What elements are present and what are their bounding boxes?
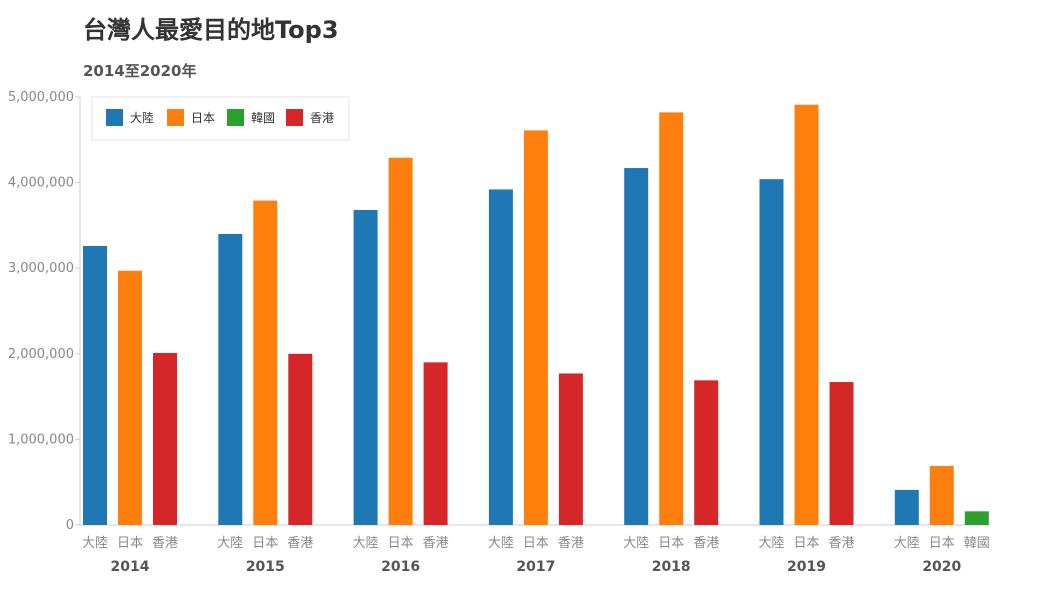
y-tick-label: 0	[66, 518, 74, 533]
category-label: 大陸	[82, 535, 108, 551]
bar-2016-日本	[388, 157, 413, 525]
bar-2020-大陸	[894, 489, 919, 525]
year-label: 2017	[516, 559, 555, 575]
y-tick-label: 3,000,000	[8, 261, 74, 276]
chart-title: 台灣人最愛目的地Top3	[83, 16, 339, 44]
legend-label: 韓國	[251, 111, 275, 125]
bar-2014-香港	[153, 352, 177, 525]
legend-swatch-香港	[286, 109, 303, 126]
legend-box	[91, 96, 350, 141]
y-tick-label: 4,000,000	[8, 176, 74, 191]
bar-2019-日本	[794, 104, 819, 525]
bar-2017-日本	[523, 130, 548, 525]
bar-2018-香港	[694, 380, 719, 525]
bar-2015-大陸	[218, 233, 243, 525]
category-label: 日本	[117, 536, 143, 551]
bar-2018-日本	[659, 112, 684, 526]
bar-2020-日本	[929, 465, 954, 525]
legend-swatch-日本	[167, 109, 184, 126]
bar-2019-香港	[829, 382, 854, 525]
year-label: 2020	[922, 559, 961, 575]
year-label: 2015	[246, 559, 285, 575]
category-label: 日本	[929, 536, 955, 551]
legend-label: 大陸	[130, 111, 154, 125]
category-label: 韓國	[964, 536, 990, 551]
year-label: 2019	[787, 559, 826, 575]
category-label: 日本	[252, 536, 278, 551]
chart-subtitle: 2014至2020年	[83, 62, 197, 80]
category-label: 日本	[388, 536, 414, 551]
category-label: 香港	[693, 536, 719, 551]
category-label: 日本	[658, 536, 684, 551]
category-label: 日本	[793, 536, 819, 551]
bar-2015-香港	[288, 353, 313, 525]
category-label: 大陸	[217, 535, 243, 551]
category-label: 大陸	[353, 535, 379, 551]
category-label: 大陸	[488, 535, 514, 551]
legend-swatch-大陸	[106, 109, 123, 126]
bar-2015-日本	[253, 200, 278, 526]
y-tick-label: 1,000,000	[8, 432, 74, 447]
category-label: 大陸	[894, 535, 920, 551]
bar-2017-香港	[558, 373, 583, 525]
category-label: 香港	[558, 536, 584, 551]
bar-2020-韓國	[964, 511, 989, 525]
bar-2016-香港	[423, 362, 448, 525]
category-label: 大陸	[623, 535, 649, 551]
bar-2017-大陸	[488, 189, 513, 525]
year-label: 2014	[111, 559, 150, 575]
year-label: 2018	[652, 559, 691, 575]
legend-label: 日本	[191, 111, 215, 125]
category-label: 香港	[423, 536, 449, 551]
bar-2016-大陸	[353, 209, 378, 525]
bar-2018-大陸	[624, 168, 649, 525]
category-label: 香港	[287, 536, 313, 551]
bar-2014-大陸	[83, 245, 107, 525]
category-label: 日本	[523, 536, 549, 551]
category-label: 大陸	[758, 535, 784, 551]
legend-swatch-韓國	[227, 109, 244, 126]
y-tick-label: 2,000,000	[8, 347, 74, 362]
category-label: 香港	[152, 536, 178, 551]
bar-2014-日本	[118, 270, 142, 525]
year-label: 2016	[381, 559, 420, 575]
bar-2019-大陸	[759, 179, 784, 525]
category-label: 香港	[828, 536, 854, 551]
y-tick-label: 5,000,000	[8, 90, 74, 105]
legend-label: 香港	[310, 111, 334, 125]
